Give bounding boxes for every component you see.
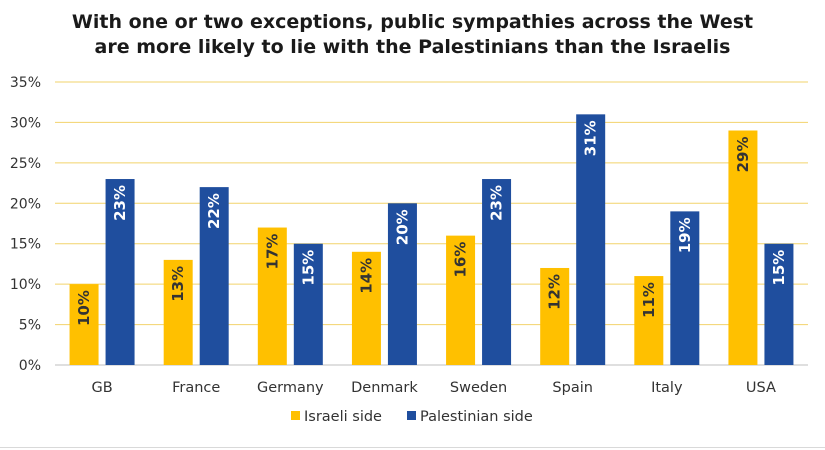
data-label: 20% [393,209,411,245]
y-tick-label: 5% [19,318,41,334]
y-tick-label: 35% [10,75,41,91]
x-category-label: GB [91,380,112,396]
x-category-label: Italy [651,380,683,396]
data-label: 11% [640,282,658,318]
x-category-label: Denmark [351,380,418,396]
y-tick-label: 15% [10,237,41,253]
legend: Israeli side Palestinian side [291,409,533,425]
y-tick-label: 10% [10,277,41,293]
bar-israeli-france [163,259,193,365]
bar-israeli-sweden [446,235,476,365]
bar-palestinian-spain [576,114,606,365]
data-label: 13% [169,266,187,302]
bar-palestinian-germany [293,243,323,365]
data-label: 23% [111,185,129,221]
bar-palestinian-france [199,187,229,365]
data-label: 19% [676,217,694,253]
data-label: 17% [263,234,281,270]
data-label: 14% [357,258,375,294]
x-category-label: Spain [552,380,593,396]
bar-israeli-denmark [351,251,381,365]
data-label: 15% [770,250,788,286]
data-label: 10% [75,290,93,326]
legend-swatch [291,411,300,420]
chart-title: With one or two exceptions, public sympa… [0,10,825,60]
y-tick-label: 20% [10,196,41,212]
x-category-label: Sweden [450,380,507,396]
bars: 10% 23% 13% 22% 17% 15% 14% 20% 16% 23% 12% 31% 11% 1… [69,114,794,365]
bar-palestinian-italy [670,211,700,365]
chart-title-line-1: With one or two exceptions, public sympa… [71,11,754,33]
data-label: 31% [582,120,600,156]
chart-title-line-2: are more likely to lie with the Palestin… [94,36,731,58]
bar-israeli-gb [69,284,99,365]
bar-palestinian-denmark [387,203,417,365]
y-tick-label: 0% [19,358,41,374]
bar-palestinian-sweden [482,179,512,365]
bar-israeli-germany [257,227,287,365]
bar-israeli-italy [634,276,664,365]
data-label: 16% [452,242,470,278]
bar-israeli-usa [728,130,758,365]
y-tick-label: 30% [10,115,41,131]
bar-palestinian-usa [764,243,794,365]
legend-swatch [407,411,416,420]
x-category-label: USA [746,380,776,396]
data-label: 22% [205,193,223,229]
legend-label: Israeli side [304,409,382,425]
x-category-label: France [172,380,220,396]
data-label: 23% [488,185,506,221]
bar-palestinian-gb [105,179,135,365]
y-tick-label: 25% [10,156,41,172]
data-label: 15% [299,250,317,286]
bottom-divider [0,447,825,448]
x-category-label: Germany [257,380,324,396]
legend-label: Palestinian side [420,409,533,425]
bar-israeli-spain [540,267,570,365]
x-axis-category-labels: GB France Germany Denmark Sweden Spain Italy US… [91,380,776,396]
data-label: 29% [734,137,752,173]
data-label: 12% [546,274,564,310]
y-axis-tick-labels: 0% 5% 10% 15% 20% 25% 30% 35% [10,75,41,374]
